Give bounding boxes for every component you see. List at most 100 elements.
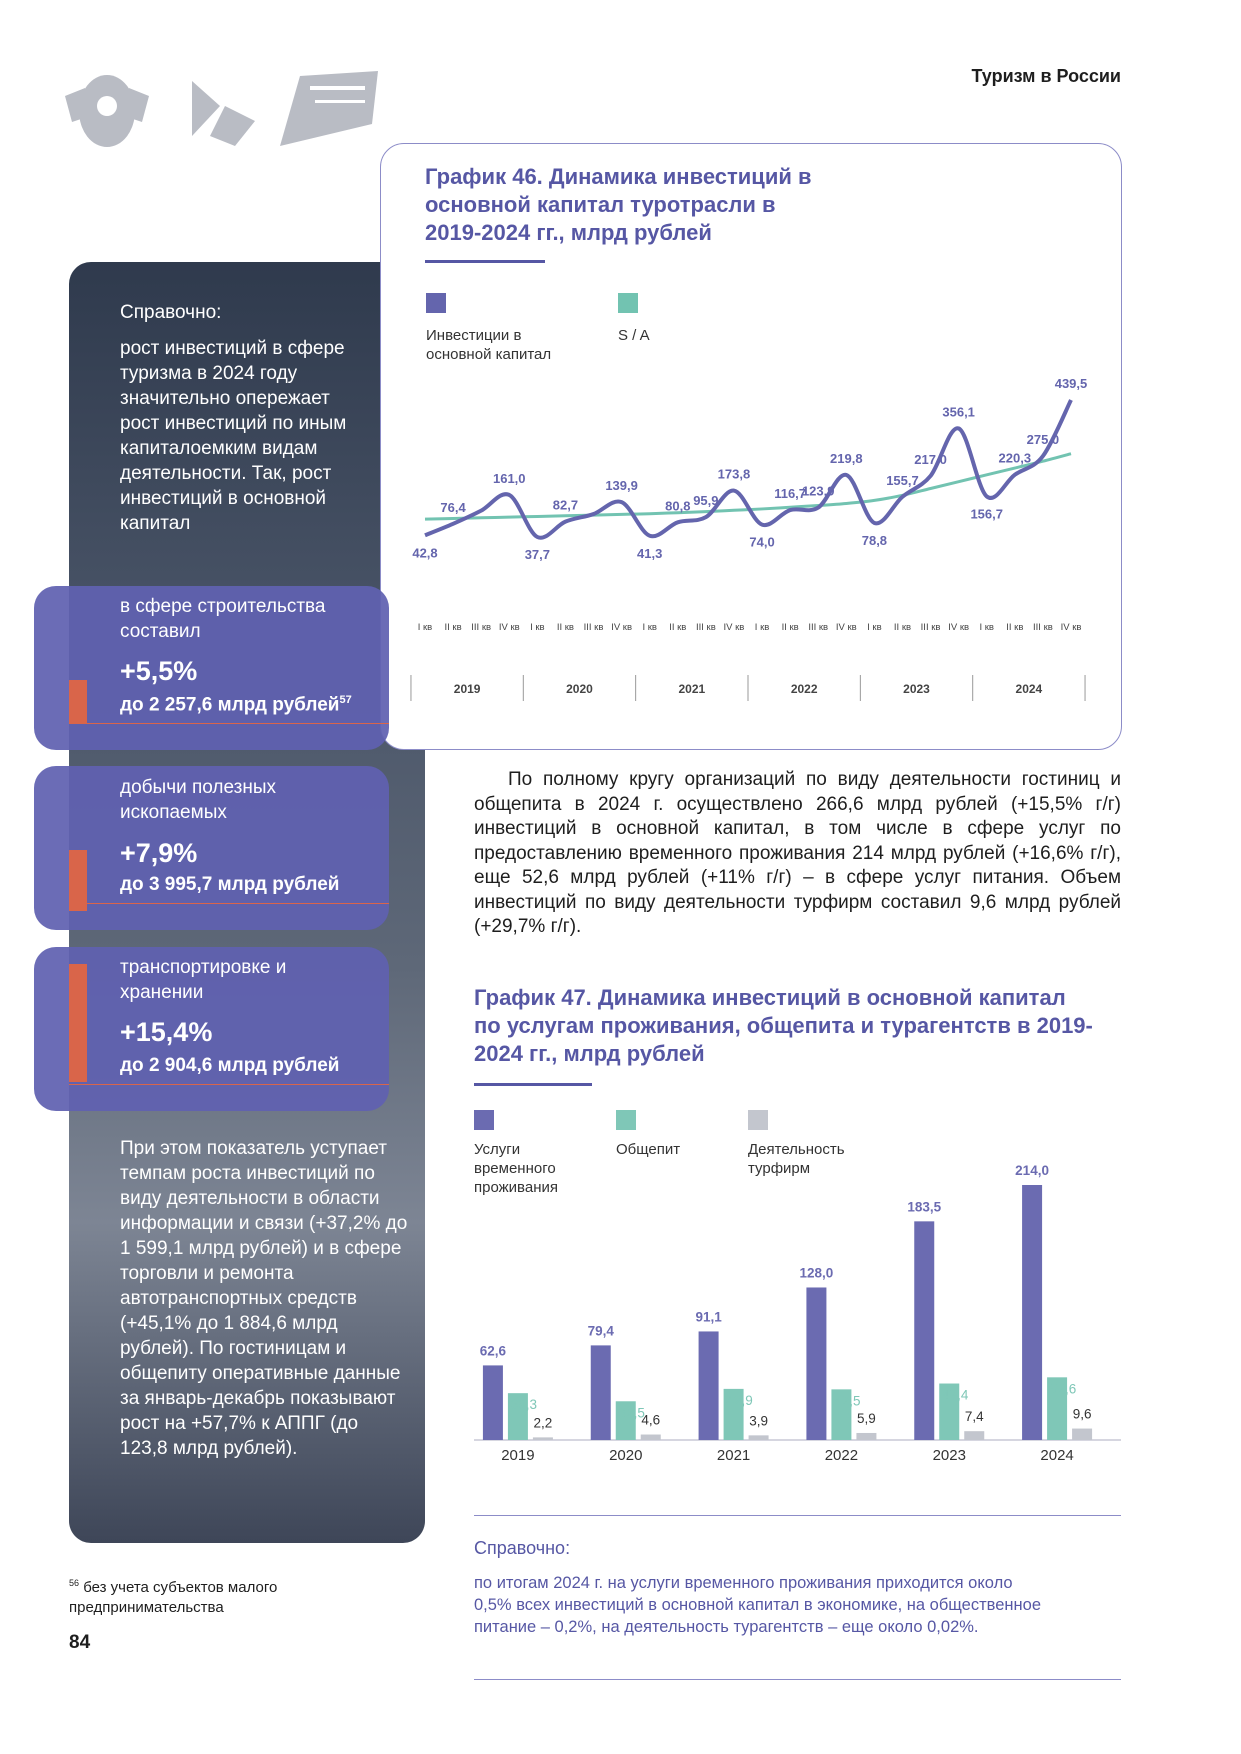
bar [507,1393,528,1440]
value-label: 76,4 [440,500,466,515]
x-tick-label: IV кв [948,622,969,633]
value-label: 9,6 [1073,1407,1092,1422]
sidebar-intro: рост инвестиций в сфере туризма в 2024 г… [120,338,347,534]
legend-label: Деятельность турфирм [748,1141,845,1177]
bar [831,1389,852,1440]
x-tick-label: I кв [979,622,993,633]
stat-label: добычи полезных ископаемых [120,777,277,823]
note-title: Справочно: [474,1538,571,1558]
stat-detail: до 2 904,6 млрд рублей [120,1055,340,1076]
x-tick-label: IV кв [836,622,857,633]
body-paragraph: По полному кругу организаций по виду дея… [474,769,1121,937]
bar [748,1435,769,1440]
value-label: 47,4 [942,1388,969,1403]
x-tick-label: II кв [557,622,574,633]
footnote-text: без учета субъектов малого предпринимате… [69,1579,278,1616]
value-label: 439,5 [1055,376,1088,391]
running-header: Туризм в России [971,66,1122,86]
value-label: 214,0 [1015,1163,1049,1178]
legend-label-line: Деятельность [748,1141,845,1158]
bar [590,1345,611,1440]
stat-box: транспортировке и хранении +15,4% до 2 9… [34,947,389,1111]
x-tick-label: III кв [808,622,828,633]
stat-change: +15,4% [120,1017,213,1047]
bar [532,1437,553,1440]
legend-label-line: Общепит [616,1141,680,1158]
bar [914,1221,935,1440]
x-tick-label: I кв [418,622,432,633]
bar [615,1401,636,1440]
value-label: 219,8 [830,451,863,466]
note-rule [474,1515,1121,1516]
bar [723,1388,744,1440]
value-label: 74,0 [749,535,774,550]
value-label: 95,9 [693,493,718,508]
chart-card [380,143,1122,750]
x-tick-label: I кв [867,622,881,633]
x-tick-label: II кв [782,622,799,633]
bar [640,1434,661,1440]
legend-swatch [474,1110,494,1130]
bar [1072,1428,1093,1440]
note-text: по итогам 2024 г. на услуги временного п… [474,1574,1041,1636]
value-label: 217,0 [914,452,947,467]
legend-label-line: основной капитал [426,346,551,363]
legend-label-line: проживания [474,1179,558,1196]
value-label: 183,5 [907,1199,941,1214]
legend-label: Общепит [616,1141,680,1158]
legend-label: Инвестиции в основной капитал [426,327,551,363]
x-tick-label: I кв [755,622,769,633]
value-label: 275,0 [1027,432,1060,447]
x-tick-label: IV кв [1061,622,1082,633]
value-label: 7,4 [965,1409,984,1424]
bar [482,1365,503,1440]
sidebar-outro: При этом показатель уступает темпам рост… [120,1138,408,1459]
legend-label-line: Инвестиции в [426,327,521,344]
value-label: 42,8 [412,545,437,560]
bar [806,1287,827,1440]
stat-change: +7,9% [120,838,198,868]
value-label: 356,1 [942,404,975,419]
value-label: 128,0 [800,1265,834,1280]
value-label: 2,2 [534,1415,553,1430]
x-tick-label: 2019 [501,1447,534,1464]
x-tick-label: III кв [471,622,491,633]
legend-label: S / A [618,327,650,344]
value-label: 42,5 [834,1393,860,1408]
legend-swatch [426,293,446,313]
stat-box: добычи полезных ископаемых +7,9% до 3 99… [34,766,389,930]
x-tick-label: III кв [584,622,604,633]
value-label: 5,9 [857,1411,876,1426]
year-label: 2024 [1016,682,1043,696]
stat-detail-text: до 2 257,6 млрд рублей [120,694,340,716]
legend-label-line: Услуги [474,1141,520,1158]
legend-swatch [748,1110,768,1130]
stat-label: транспортировке и хранении [120,957,287,1003]
value-label: 220,3 [999,451,1032,466]
x-tick-label: IV кв [724,622,745,633]
value-label: 78,8 [862,533,887,548]
value-label: 91,1 [695,1309,722,1324]
legend-label-line: турфирм [748,1160,810,1177]
value-label: 173,8 [718,467,751,482]
accent-bar [69,850,87,911]
x-tick-label: I кв [530,622,544,633]
bar [698,1331,719,1440]
year-label: 2023 [903,682,930,696]
accent-rule [69,1084,389,1085]
value-label: 4,6 [641,1413,660,1428]
value-label: 161,0 [493,471,526,486]
year-label: 2020 [566,682,593,696]
value-label: 116,7 [774,486,806,501]
page-number: 84 [69,1632,91,1653]
legend-label-line: S / A [618,327,650,344]
bar [939,1383,960,1440]
accent-rule [69,903,389,904]
x-tick-label: III кв [921,622,941,633]
title-rule [474,1083,592,1086]
value-label: 82,7 [553,498,578,513]
stat-change: +5,5% [120,656,198,686]
value-label: 32,5 [619,1405,645,1420]
accent-rule [69,723,389,724]
